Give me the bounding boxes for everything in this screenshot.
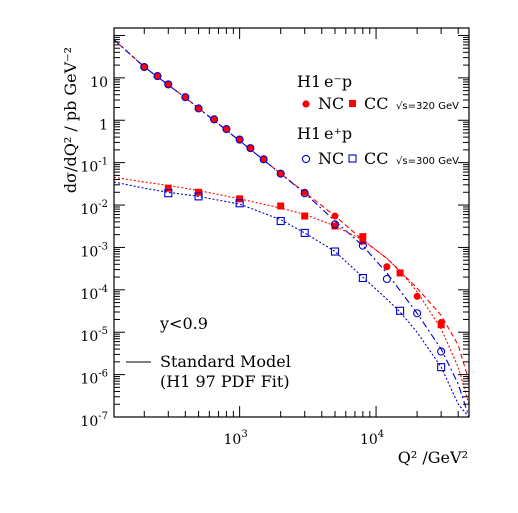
- cc-ep-point: [396, 306, 405, 315]
- legend-sqrt-ep: √s=300 GeV: [396, 156, 459, 167]
- legend-h1-label-2: H1: [297, 124, 321, 143]
- model-legend-line2: (H1 97 PDF Fit): [160, 372, 290, 391]
- nc-em-point: [140, 63, 148, 71]
- nc-em-point: [181, 93, 189, 101]
- axis-ticks: [114, 28, 469, 418]
- y-tick-label: 10-5: [80, 326, 108, 345]
- x-tick-label: 104: [360, 429, 384, 448]
- cc-em-point: [195, 188, 203, 196]
- y-tick-labels: 10 1 10-1 10-2 10-3 10-4 10-5 10-6 10-7: [80, 75, 108, 430]
- legend-h1-label: H1: [297, 72, 321, 91]
- nc-em-point: [331, 212, 339, 220]
- nc-ep-point: [382, 274, 391, 284]
- cc-em-point: [359, 233, 367, 241]
- cc-em-point: [164, 184, 172, 192]
- cc-ep-point: [300, 228, 309, 237]
- plot-frame: [113, 27, 470, 418]
- y-axis-label: dσ/dQ² / pb GeV⁻²: [61, 47, 80, 193]
- legend-nc-ep-label: NC: [318, 149, 344, 168]
- cc-em-point: [277, 202, 285, 210]
- nc-em-point: [164, 80, 172, 88]
- cc-ep-point: [164, 189, 173, 198]
- cut-annotation: y<0.9: [159, 314, 208, 333]
- nc-ep-point: [210, 115, 219, 124]
- legend-em-beam: e⁻p: [324, 72, 352, 91]
- legend-nc-ep-marker: [301, 154, 311, 164]
- y-tick-label: 10: [90, 75, 108, 91]
- nc-em-point: [260, 155, 268, 163]
- y-tick-label: 10-7: [80, 411, 108, 430]
- legend-cc-em-marker: [349, 100, 356, 107]
- legend-cc-ep-marker: [348, 154, 357, 163]
- nc-ep-point: [276, 169, 285, 178]
- nc-ep-point: [140, 62, 149, 72]
- nc-ep-point: [413, 309, 422, 318]
- cc-ep-point: [235, 199, 244, 208]
- nc-em-point: [383, 263, 391, 271]
- y-tick-label: 10-3: [80, 241, 108, 260]
- nc-em-point: [195, 104, 203, 112]
- nc-em-point: [246, 144, 254, 152]
- nc-em-point: [153, 72, 161, 80]
- cc-em-point: [301, 212, 309, 220]
- legend-sqrt-em: √s=320 GeV: [396, 101, 459, 112]
- nc-em-point: [277, 170, 285, 178]
- cc-ep-point: [194, 192, 203, 201]
- nc-ep-point: [246, 144, 255, 153]
- nc-em-point: [413, 292, 421, 300]
- cc-em-point: [331, 222, 339, 230]
- legend: H1 e⁻p NC CC √s=320 GeV H1 e⁺p NC CC √s=…: [297, 72, 459, 168]
- y-tick-label: 10-6: [80, 369, 108, 388]
- y-tick-label: 10-2: [80, 199, 108, 218]
- model-curve-dotted-2: [113, 176, 470, 405]
- nc-em-point: [210, 115, 218, 123]
- cc-ep-point: [330, 247, 340, 256]
- nc-ep-point: [330, 220, 340, 229]
- legend-nc-em-marker: [302, 100, 310, 108]
- nc-ep-point: [235, 135, 244, 144]
- nc-ep-point: [259, 155, 268, 164]
- model-legend-line1: Standard Model: [160, 352, 291, 371]
- nc-ep-point: [153, 72, 162, 81]
- nc-ep-point: [358, 241, 367, 250]
- cc-ep-point: [437, 363, 446, 372]
- nc-ep-point: [437, 347, 446, 356]
- nc-ep-point: [194, 104, 203, 113]
- data-points: [140, 62, 446, 372]
- nc-ep-point: [222, 125, 231, 134]
- y-tick-label: 1: [99, 117, 108, 133]
- nc-em-point: [236, 136, 244, 144]
- nc-ep-point: [164, 80, 173, 89]
- nc-ep-point: [181, 93, 190, 102]
- cc-em-point: [437, 321, 445, 329]
- legend-ep-beam: e⁺p: [324, 124, 352, 143]
- model-curve-dotted-3: [113, 181, 470, 418]
- nc-em-point: [222, 125, 230, 133]
- y-tick-label: 10-4: [80, 284, 108, 303]
- cc-ep-point: [276, 216, 285, 226]
- y-tick-label: 10-1: [80, 157, 108, 176]
- cc-em-point: [236, 195, 244, 203]
- legend-cc-ep-label: CC: [364, 149, 388, 168]
- nc-ep-point: [300, 189, 309, 198]
- legend-cc-em-label: CC: [364, 94, 388, 113]
- x-axis-label: Q² /GeV²: [398, 448, 468, 467]
- x-tick-label: 103: [224, 429, 248, 448]
- cc-em-point: [396, 269, 404, 277]
- cc-ep-point: [358, 273, 367, 283]
- legend-nc-em-label: NC: [318, 94, 344, 113]
- x-tick-labels: 103 104: [224, 429, 385, 448]
